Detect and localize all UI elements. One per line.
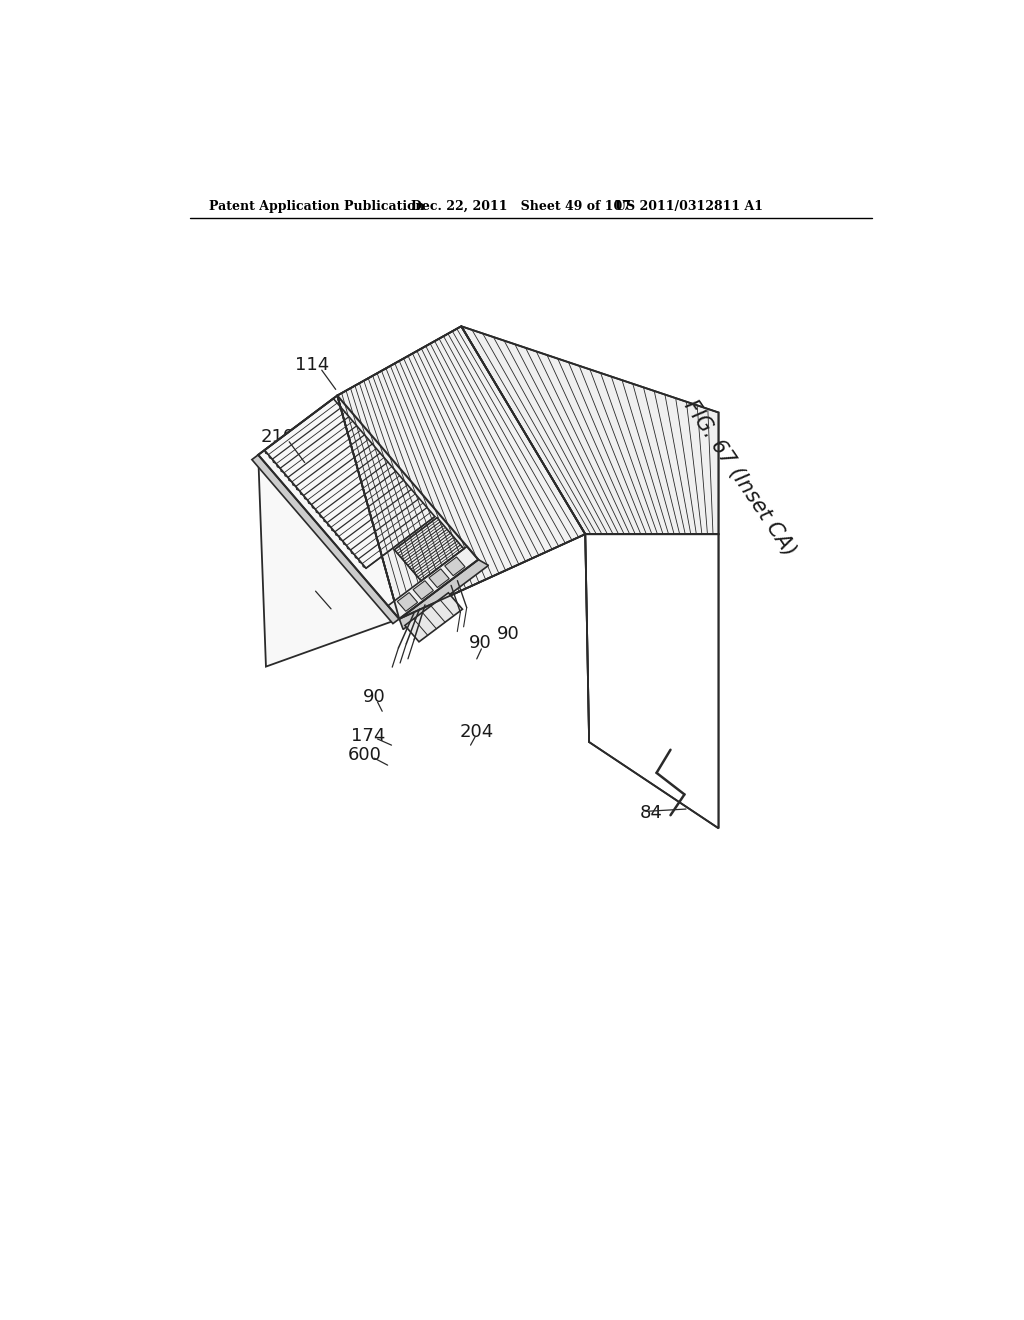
Text: 90: 90 (469, 635, 492, 652)
Text: 114: 114 (295, 356, 329, 374)
Text: 210: 210 (260, 428, 295, 446)
Polygon shape (461, 326, 719, 535)
Text: 84: 84 (640, 804, 663, 822)
Polygon shape (388, 546, 478, 619)
Polygon shape (337, 326, 586, 619)
Text: 90: 90 (364, 689, 386, 706)
Polygon shape (399, 560, 488, 630)
Text: 600: 600 (347, 746, 381, 764)
Text: 90: 90 (497, 626, 519, 643)
Text: 174: 174 (351, 727, 385, 744)
Text: Dec. 22, 2011   Sheet 49 of 107: Dec. 22, 2011 Sheet 49 of 107 (411, 199, 631, 213)
Polygon shape (429, 569, 450, 587)
Text: 131: 131 (288, 577, 322, 595)
Polygon shape (413, 581, 433, 599)
Polygon shape (404, 593, 463, 642)
Polygon shape (586, 535, 719, 829)
Text: Patent Application Publication: Patent Application Publication (209, 199, 425, 213)
Polygon shape (258, 396, 399, 667)
Text: 204: 204 (460, 723, 494, 741)
Polygon shape (444, 557, 465, 576)
Polygon shape (252, 455, 399, 623)
Polygon shape (397, 593, 418, 611)
Text: US 2011/0312811 A1: US 2011/0312811 A1 (614, 199, 763, 213)
Text: FIG. 67 (Inset CA): FIG. 67 (Inset CA) (681, 396, 800, 560)
